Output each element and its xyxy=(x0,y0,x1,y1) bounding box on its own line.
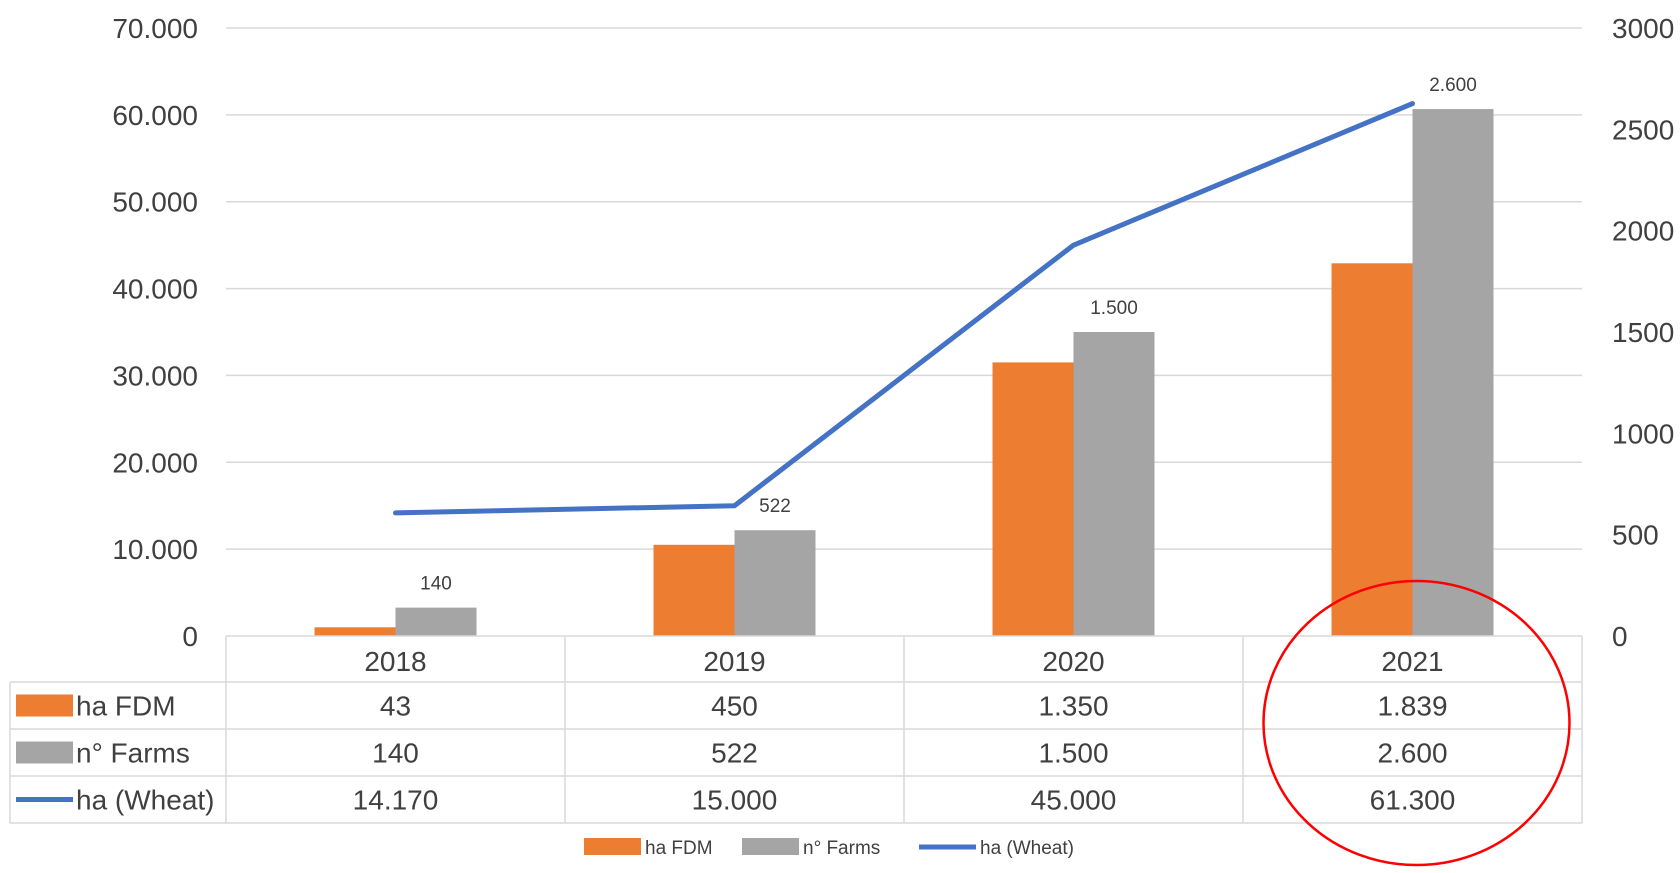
bar-data-label: 2.600 xyxy=(1429,75,1477,96)
bars xyxy=(314,109,1494,637)
table-cell-value: 1.500 xyxy=(1038,738,1108,769)
left-tick-label: 60.000 xyxy=(112,100,198,131)
left-axis-ticks: 0 10.000 20.000 30.000 40.000 50.000 60.000 70.… xyxy=(112,13,198,652)
left-tick-label: 10.000 xyxy=(112,534,198,565)
bar-n-farms xyxy=(734,530,816,636)
table-cell-value: 14.170 xyxy=(353,785,439,816)
legend-label: ha (Wheat) xyxy=(980,838,1074,859)
category-label: 2018 xyxy=(364,646,426,677)
right-tick-label: 1000 xyxy=(1612,418,1674,449)
table-cell-value: 61.300 xyxy=(1370,785,1456,816)
right-tick-label: 1500 xyxy=(1612,317,1674,348)
data-labels: 140 522 1.500 2.600 xyxy=(420,75,1477,595)
highlight-circle xyxy=(1262,579,1571,867)
bar-ha-fdm xyxy=(1331,263,1413,636)
left-tick-label: 30.000 xyxy=(112,360,198,391)
right-tick-label: 0 xyxy=(1612,621,1628,652)
line-series xyxy=(393,101,1415,516)
bar-n-farms xyxy=(1412,109,1494,637)
bar-ha-fdm xyxy=(992,362,1074,636)
left-tick-label: 50.000 xyxy=(112,187,198,218)
category-label: 2021 xyxy=(1381,646,1443,677)
table-cell-value: 1.839 xyxy=(1377,691,1447,722)
table-cell-value: 140 xyxy=(372,738,419,769)
series-row-label: ha (Wheat) xyxy=(76,785,215,816)
highlight-annotation xyxy=(1262,579,1571,867)
table-cell-value: 15.000 xyxy=(692,785,778,816)
table-cell-value: 45.000 xyxy=(1031,785,1117,816)
line-ha-wheat xyxy=(393,101,1415,516)
bar-data-label: 1.500 xyxy=(1090,298,1138,319)
bar-data-label: 140 xyxy=(420,574,452,595)
legend-swatch xyxy=(742,838,799,855)
bar-n-farms xyxy=(395,607,477,636)
category-label: 2020 xyxy=(1042,646,1104,677)
legend-key-swatch xyxy=(16,694,73,717)
right-tick-label: 2500 xyxy=(1612,114,1674,145)
left-tick-label: 40.000 xyxy=(112,274,198,305)
legend-label: ha FDM xyxy=(645,838,713,859)
data-table: 2018 2019 2020 2021 ha FDM 43 450 1.350 1.839 n° … xyxy=(9,635,1583,824)
table-cell-value: 2.600 xyxy=(1377,738,1447,769)
bar-n-farms xyxy=(1073,332,1155,636)
table-cell-value: 43 xyxy=(380,691,411,722)
table-cell-value: 522 xyxy=(711,738,758,769)
table-cell-value: 450 xyxy=(711,691,758,722)
series-row-label: ha FDM xyxy=(76,691,176,722)
right-tick-label: 3000 xyxy=(1612,13,1674,44)
right-axis-ticks: 0 500 1000 1500 2000 2500 3000 xyxy=(1612,13,1674,652)
bar-ha-fdm xyxy=(314,627,396,636)
series-row-label: n° Farms xyxy=(76,738,190,769)
legend-key-swatch xyxy=(16,741,73,764)
bar-data-label: 522 xyxy=(759,496,791,517)
left-tick-label: 0 xyxy=(182,621,198,652)
category-label: 2019 xyxy=(703,646,765,677)
left-tick-label: 70.000 xyxy=(112,13,198,44)
legend: ha FDM n° Farms ha (Wheat) xyxy=(584,838,1074,859)
table-cell-value: 1.350 xyxy=(1038,691,1108,722)
bar-ha-fdm xyxy=(653,544,735,636)
right-tick-label: 2000 xyxy=(1612,216,1674,247)
legend-swatch xyxy=(584,838,641,855)
right-tick-label: 500 xyxy=(1612,520,1659,551)
legend-label: n° Farms xyxy=(803,838,880,859)
left-tick-label: 20.000 xyxy=(112,447,198,478)
